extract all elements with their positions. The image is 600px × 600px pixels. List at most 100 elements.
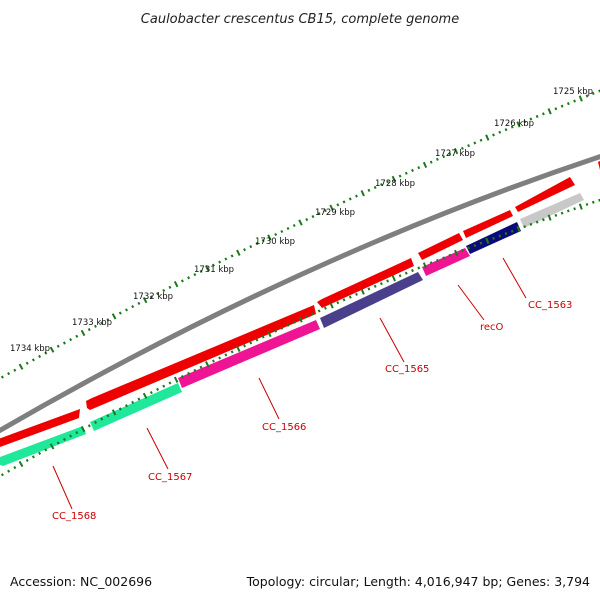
tick-mark: [360, 288, 365, 295]
tick-label: 1731 kbp: [194, 265, 234, 275]
tick-mark: [547, 108, 552, 115]
tick-mark: [69, 434, 73, 438]
gene-recO: [422, 248, 470, 276]
tick-mark: [329, 302, 334, 309]
forward-cds-track: [0, 161, 600, 448]
tick-mark: [218, 356, 222, 360]
leader-CC_1563: [502, 257, 527, 299]
tick-mark: [578, 95, 583, 102]
tick-mark: [212, 263, 215, 267]
tick-label: 1726 kbp: [494, 119, 534, 129]
tick-mark: [100, 321, 104, 325]
tick-mark: [391, 175, 397, 183]
tick-mark: [585, 202, 589, 206]
tick-mark: [529, 222, 533, 226]
tick-mark: [156, 387, 159, 391]
tick-mark: [442, 155, 446, 159]
tick-mark: [305, 315, 309, 319]
tick-labels: 1725 kbp 1726 kbp 1727 kbp 1728 kbp 1729…: [10, 87, 593, 354]
forward-cds: [515, 177, 575, 212]
tick-mark: [13, 368, 17, 372]
tick-mark: [311, 214, 315, 219]
tick-mark: [373, 284, 377, 288]
tick-mark: [329, 204, 334, 211]
tick-mark: [485, 237, 490, 244]
tick-mark: [422, 161, 428, 169]
tick-mark: [585, 94, 589, 98]
tick-mark: [199, 365, 203, 369]
tick-mark: [367, 188, 371, 192]
tick-mark: [38, 354, 42, 359]
tick-mark: [566, 102, 570, 106]
tick-mark: [193, 368, 197, 372]
tick-mark: [547, 214, 552, 221]
tick-mark: [118, 407, 122, 411]
tick-mark: [243, 248, 246, 252]
forward-cds: [317, 258, 414, 308]
tick-mark: [224, 353, 228, 357]
leader-CC_1567: [146, 427, 169, 470]
gene-CC_1568: [0, 426, 86, 466]
tick-mark: [249, 341, 253, 345]
tick-mark: [323, 209, 327, 213]
tick-mark: [317, 212, 321, 216]
tick-mark: [199, 269, 203, 274]
tick-mark: [255, 338, 259, 342]
tick-mark: [448, 253, 452, 257]
tick-mark: [56, 441, 60, 445]
tick-mark: [404, 171, 408, 175]
tick-mark: [554, 213, 558, 217]
tick-mark: [398, 174, 402, 178]
tick-mark: [529, 117, 533, 121]
tick-mark: [156, 292, 159, 296]
tick-mark: [31, 455, 35, 459]
tick-mark: [280, 229, 284, 234]
gene-label: CC_1565: [385, 364, 429, 375]
tick-mark: [267, 234, 272, 241]
tick-mark: [336, 203, 340, 207]
tick-mark: [391, 275, 396, 282]
tick-mark: [429, 261, 433, 265]
tick-mark: [516, 121, 521, 128]
tick-mark: [87, 328, 91, 332]
tick-mark: [573, 207, 576, 211]
tick-mark: [386, 180, 390, 184]
tick-mark: [473, 141, 477, 145]
tick-mark: [261, 335, 265, 339]
tick-mark: [94, 420, 97, 424]
leader-CC_1566: [258, 377, 280, 420]
tick-label: 1729 kbp: [315, 208, 355, 218]
forward-cds: [418, 233, 463, 260]
tick-mark: [305, 217, 309, 222]
tick-mark: [205, 265, 210, 272]
tick-mark: [317, 309, 321, 313]
tick-mark: [31, 358, 35, 362]
tick-mark: [298, 219, 303, 226]
tick-mark: [106, 318, 110, 322]
tick-mark: [243, 344, 247, 348]
tick-mark: [342, 298, 346, 302]
gene-label: CC_1567: [148, 472, 192, 483]
tick-mark: [255, 242, 259, 246]
tick-mark: [591, 200, 595, 204]
tick-mark: [162, 384, 166, 388]
tick-mark: [348, 197, 352, 201]
tick-mark: [7, 372, 11, 376]
tick-mark: [292, 320, 296, 324]
forward-cds: [463, 210, 513, 238]
tick-mark: [541, 112, 545, 116]
tick-mark: [311, 312, 315, 316]
gene-CC_1562: [520, 193, 584, 228]
tick-mark: [49, 443, 55, 450]
tick-mark: [298, 316, 303, 323]
tick-mark: [0, 375, 4, 379]
tick-mark: [187, 371, 191, 376]
tick-mark: [342, 200, 346, 204]
tick-mark: [367, 287, 371, 291]
tick-mark: [80, 426, 86, 433]
tick-mark: [111, 313, 117, 320]
tick-label: 1727 kbp: [435, 149, 475, 159]
tick-mark: [236, 249, 241, 256]
tick-mark: [13, 466, 17, 470]
tick-mark: [44, 448, 48, 452]
